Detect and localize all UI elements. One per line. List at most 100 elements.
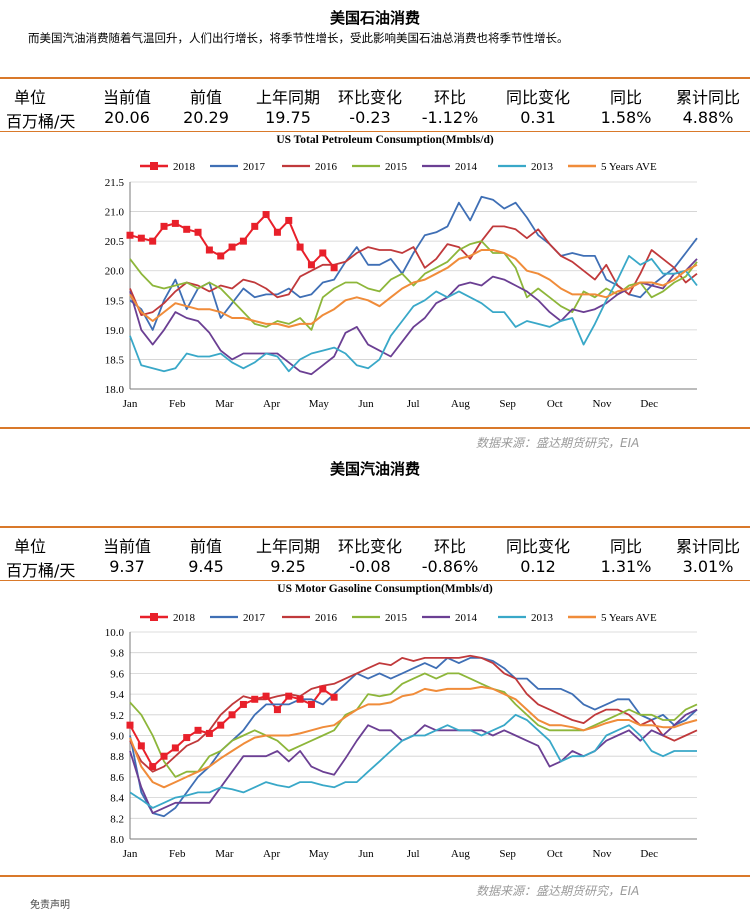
data-point-2018 [296,243,304,251]
series-line-2015 [129,672,698,778]
data-point-2018 [273,228,281,236]
data-point-2018 [296,695,304,703]
y-tick-label: 19.5 [105,295,125,307]
legend-marker [150,613,158,621]
data-point-2018 [285,692,293,700]
header-lastyear: 上年同期 [255,537,320,556]
series-line-5-years-ave [129,685,698,789]
data-point-2018 [137,742,145,750]
series-line-2016 [129,654,698,773]
x-tick-label: Aug [451,398,470,410]
section1-table-header: 单位 当前值 前值 上年同期 环比变化 环比 同比变化 同比 累计同比 [0,84,750,107]
header-unit: 单位 [13,88,46,107]
header-prev: 前值 [189,88,222,107]
data-point-2018 [262,211,270,219]
data-point-2018 [228,243,236,251]
x-tick-label: Feb [169,848,186,860]
header-mom: 环比 [433,537,466,556]
section1-table-bottom-rule [0,131,750,132]
section1-table-top-rule [0,77,750,79]
section1-description: 而美国汽油消费随着气温回升，人们出行增长，将季节性增长，受此影响美国石油总消费也… [28,31,569,45]
header-mom-change: 环比变化 [337,88,402,107]
series-line-5-years-ave [129,249,698,328]
y-tick-label: 9.4 [110,689,124,701]
section1-source: 数据来源：盛达期货研究，EIA [476,436,640,450]
x-tick-label: Mar [215,848,234,860]
data-point-2018 [228,711,236,719]
legend-label: 2014 [455,612,478,624]
value-mom: -0.86% [421,557,479,576]
y-tick-label: 9.8 [110,648,124,660]
y-tick-label: 8.0 [110,834,124,846]
data-point-2018 [137,234,145,242]
x-tick-label: Oct [547,848,563,860]
section2-table-header: 单位 当前值 前值 上年同期 环比变化 环比 同比变化 同比 累计同比 [0,533,750,556]
header-yoy-change: 同比变化 [505,88,570,107]
value-prev: 9.45 [188,557,224,576]
y-tick-label: 9.0 [110,731,124,743]
y-tick-label: 10.0 [105,627,125,639]
value-cum-yoy: 4.88% [682,108,734,127]
data-point-2018 [319,249,327,257]
x-tick-label: Dec [640,848,658,860]
y-tick-label: 9.2 [110,710,124,722]
data-point-2018 [126,231,134,239]
series-line-2017 [129,657,698,818]
value-unit: 百万桶/天 [6,112,76,131]
header-cum-yoy: 累计同比 [675,88,740,107]
x-tick-label: Apr [263,398,280,410]
value-yoy-change: 0.12 [520,557,556,576]
x-tick-label: Oct [547,398,563,410]
header-prev: 前值 [189,537,222,556]
data-point-2018 [194,726,202,734]
data-point-2018 [205,246,213,254]
y-tick-label: 20.5 [105,236,125,248]
header-mom: 环比 [433,88,466,107]
value-mom-change: -0.23 [349,108,391,127]
y-tick-label: 21.5 [105,177,125,189]
data-point-2018 [262,692,270,700]
legend-label: 2016 [315,161,338,173]
value-mom-change: -0.08 [349,557,391,576]
value-lastyear: 9.25 [270,557,306,576]
data-point-2018 [285,216,293,224]
x-tick-label: Jun [358,848,374,860]
legend-label: 2016 [315,612,338,624]
header-mom-change: 环比变化 [337,537,402,556]
chart-title: US Motor Gasoline Consumption(Mmbls/d) [277,583,493,595]
data-point-2018 [183,734,191,742]
data-point-2018 [307,261,315,269]
data-point-2018 [307,700,315,708]
y-tick-label: 8.2 [110,813,124,825]
y-tick-label: 19.0 [105,325,125,337]
section2-title: 美国汽油消费 [329,460,420,478]
chart-title: US Total Petroleum Consumption(Mmbls/d) [276,134,494,146]
y-tick-label: 20.0 [105,266,125,278]
x-tick-label: Dec [640,398,658,410]
series-line-2013 [129,713,697,809]
header-yoy: 同比 [609,537,642,556]
data-point-2018 [126,721,134,729]
gasoline-chart: US Motor Gasoline Consumption(Mmbls/d) 20… [105,583,698,860]
x-tick-label: Jul [407,398,420,410]
data-point-2018 [330,693,338,701]
legend-label: 2017 [243,612,266,624]
x-tick-label: Nov [593,848,612,860]
value-prev: 20.29 [183,108,229,127]
x-tick-label: May [309,848,330,860]
value-current: 9.37 [109,557,145,576]
y-tick-label: 18.5 [105,354,125,366]
legend-label: 2018 [173,161,196,173]
series-line-2014 [129,258,698,376]
data-point-2018 [217,721,225,729]
y-tick-label: 18.0 [105,384,125,396]
value-cum-yoy: 3.01% [682,557,734,576]
data-point-2018 [239,237,247,245]
value-yoy: 1.31% [600,557,652,576]
series-line-2016 [129,225,698,317]
legend-label: 2015 [385,161,408,173]
section2-table-top-rule [0,526,750,528]
section2-table-bottom-rule [0,580,750,581]
data-point-2018 [160,222,168,230]
data-point-2018 [149,763,157,771]
